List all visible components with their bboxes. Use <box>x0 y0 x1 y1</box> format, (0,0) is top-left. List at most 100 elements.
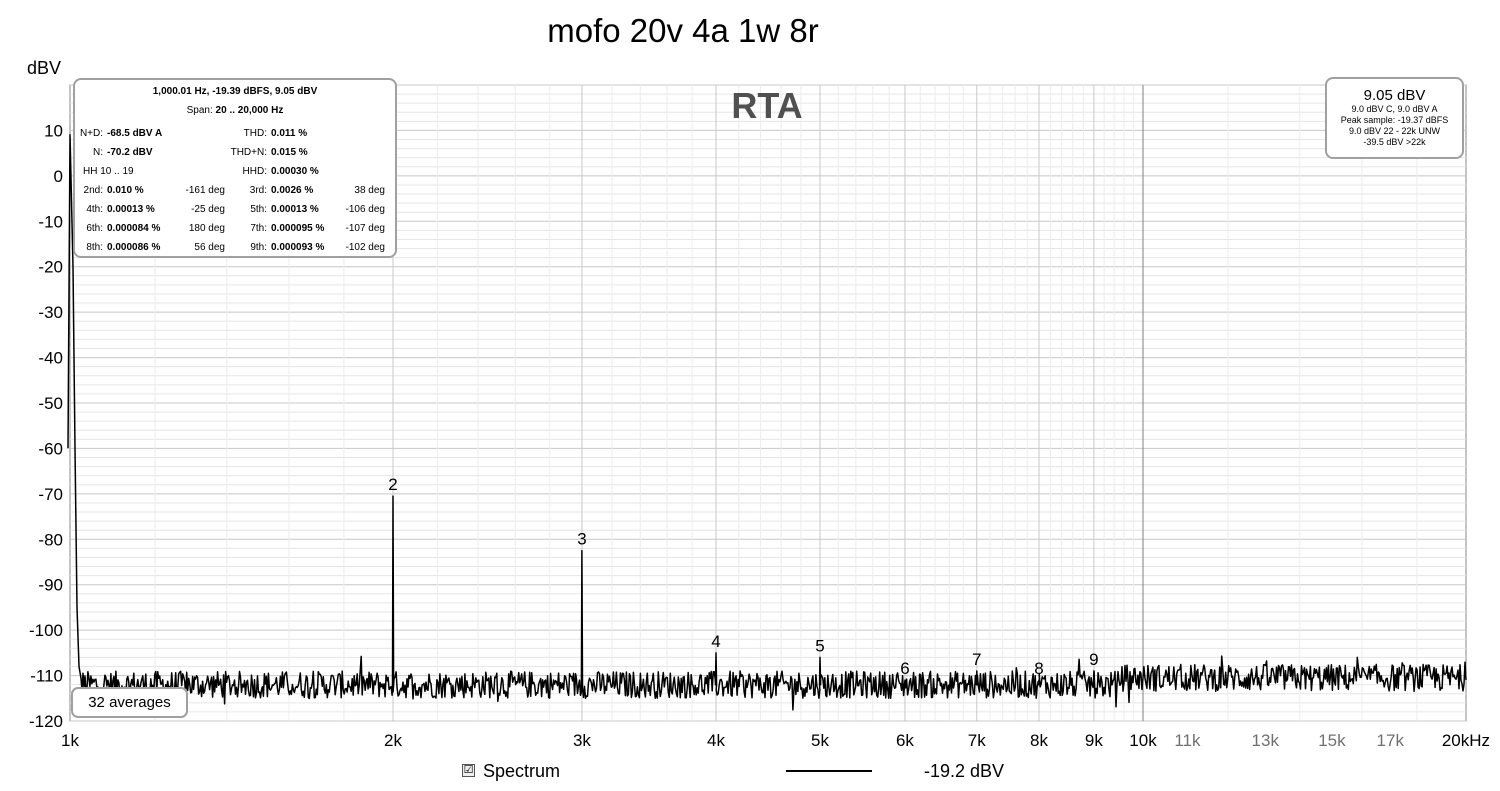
y-axis-labels: 10 0 -10 -20 -30 -40 -50 -60 -70 -80 -90 -100 -110 -1… <box>29 121 63 731</box>
info-phase: 56 deg <box>194 242 225 253</box>
info-label: HH 10 .. 19 <box>83 166 134 177</box>
spectrum-trace <box>67 133 1467 711</box>
y-tick-label: -70 <box>38 485 63 504</box>
x-tick-label: 11k <box>1174 731 1201 750</box>
info-label: THD+N: <box>230 147 267 158</box>
harmonics-info-panel[interactable]: 1,000.01 Hz, -19.39 dBFS, 9.05 dBV Span:… <box>73 78 397 258</box>
level-line-3: 9.0 dBV 22 - 22k UNW <box>1348 126 1441 136</box>
info-label: 8th: <box>86 242 103 253</box>
harmonic-label: 6 <box>900 659 909 678</box>
y-tick-label: -10 <box>38 212 63 231</box>
y-axis-unit: dBV <box>27 58 61 78</box>
level-line-4: -39.5 dBV >22k <box>1363 137 1426 147</box>
harmonic-label: 3 <box>577 530 586 549</box>
info-label: 9th: <box>250 242 267 253</box>
span-value: 20 .. 20,000 Hz <box>215 105 284 116</box>
info-label: 2nd: <box>83 185 103 196</box>
x-tick-label: 10k <box>1129 731 1157 750</box>
span-label: Span: <box>186 105 213 116</box>
info-label: 3rd: <box>249 185 267 196</box>
info-phase: -102 deg <box>345 242 385 253</box>
x-tick-label: 2k <box>384 731 402 750</box>
x-tick-label: 17k <box>1377 731 1405 750</box>
info-row: N: -70.2 dBV THD+N: 0.015 % <box>75 143 395 162</box>
harmonic-label: 7 <box>972 650 981 669</box>
info-value: -68.5 dBV A <box>107 128 163 139</box>
x-tick-label: 15k <box>1318 731 1346 750</box>
info-row: N+D: -68.5 dBV A THD: 0.011 % <box>75 124 395 143</box>
harmonic-labels: 2 3 4 5 6 7 8 9 <box>388 475 1098 678</box>
info-value: 0.00030 % <box>271 166 319 177</box>
info-row: 2nd: 0.010 % -161 deg 3rd: 0.0026 % 38 deg <box>75 181 395 200</box>
info-value: 0.000095 % <box>271 223 325 234</box>
legend-line-swatch <box>786 770 872 772</box>
y-tick-label: -20 <box>38 258 63 277</box>
info-row: HH 10 .. 19 HHD: 0.00030 % <box>75 162 395 181</box>
info-label: THD: <box>243 128 267 139</box>
info-value: 0.000086 % <box>107 242 161 253</box>
level-info-panel[interactable]: 9.05 dBV 9.0 dBV C, 9.0 dBV A Peak sampl… <box>1325 77 1464 159</box>
info-label: N: <box>93 147 103 158</box>
y-tick-label: -90 <box>38 576 63 595</box>
y-tick-label: -120 <box>29 712 63 731</box>
level-line-2: Peak sample: -19.37 dBFS <box>1340 115 1449 125</box>
info-label: 5th: <box>250 204 267 215</box>
legend-value: -19.2 dBV <box>924 761 1005 781</box>
x-tick-label: 4k <box>707 731 725 750</box>
info-label: 6th: <box>86 223 103 234</box>
info-value: 0.010 % <box>107 185 144 196</box>
harmonic-label: 9 <box>1089 650 1098 669</box>
info-phase: -25 deg <box>191 204 225 215</box>
level-line-1: 9.0 dBV C, 9.0 dBV A <box>1351 104 1438 114</box>
info-value: 0.0026 % <box>271 185 314 196</box>
level-main: 9.05 dBV <box>1363 87 1426 104</box>
harmonic-label: 8 <box>1034 659 1043 678</box>
info-value: 0.00013 % <box>271 204 319 215</box>
legend: ☑ Spectrum -19.2 dBV <box>460 760 1060 786</box>
y-tick-label: 10 <box>44 121 63 140</box>
averages-badge: 32 averages <box>71 687 188 718</box>
legend-label: Spectrum <box>483 761 561 781</box>
info-value: -70.2 dBV <box>107 147 153 158</box>
info-row: 4th: 0.00013 % -25 deg 5th: 0.00013 % -106 de… <box>75 200 395 219</box>
harmonic-label: 2 <box>388 475 397 494</box>
info-value: 0.015 % <box>271 147 308 158</box>
y-tick-label: -30 <box>38 303 63 322</box>
rta-watermark: RTA <box>731 85 802 126</box>
x-tick-label: 3k <box>573 731 591 750</box>
harmonic-label: 5 <box>815 636 824 655</box>
chart-title: mofo 20v 4a 1w 8r <box>547 12 819 49</box>
y-tick-label: -110 <box>30 667 63 686</box>
info-row: 8th: 0.000086 % 56 deg 9th: 0.000093 % -102 d… <box>75 238 395 257</box>
info-value: 0.000084 % <box>107 223 161 234</box>
y-tick-label: 0 <box>54 167 63 186</box>
y-tick-label: -100 <box>29 621 63 640</box>
x-tick-label: 1k <box>61 731 79 750</box>
x-axis-labels: 1k 2k 3k 4k 5k 6k 7k 8k 9k 10k 11k 13k 15k 17k 20kHz <box>61 731 1490 750</box>
info-phase: 38 deg <box>354 185 385 196</box>
x-tick-label: 9k <box>1085 731 1103 750</box>
info-value: 0.011 % <box>271 128 308 139</box>
x-tick-label: 5k <box>811 731 829 750</box>
info-phase: -161 deg <box>185 185 225 196</box>
info-phase: -107 deg <box>345 223 385 234</box>
x-tick-label: 7k <box>968 731 986 750</box>
y-tick-label: -40 <box>38 349 63 368</box>
x-tick-label: 8k <box>1030 731 1048 750</box>
x-tick-label: 20kHz <box>1442 731 1490 750</box>
info-value: 0.00013 % <box>107 204 155 215</box>
info-phase: -106 deg <box>345 204 385 215</box>
spectrum-checkbox[interactable]: ☑ <box>462 764 475 777</box>
x-tick-label: 6k <box>896 731 914 750</box>
x-tick-label: 13k <box>1252 731 1280 750</box>
harmonic-label: 4 <box>711 632 720 651</box>
info-label: 7th: <box>250 223 267 234</box>
info-label: HHD: <box>242 166 267 177</box>
info-row: 6th: 0.000084 % 180 deg 7th: 0.000095 % -107 … <box>75 219 395 238</box>
info-span: Span: 20 .. 20,000 Hz <box>75 105 395 116</box>
info-value: 0.000093 % <box>271 242 325 253</box>
y-tick-label: -60 <box>38 439 63 458</box>
y-tick-label: -80 <box>38 530 63 549</box>
y-tick-label: -50 <box>38 394 63 413</box>
info-label: N+D: <box>79 128 103 139</box>
